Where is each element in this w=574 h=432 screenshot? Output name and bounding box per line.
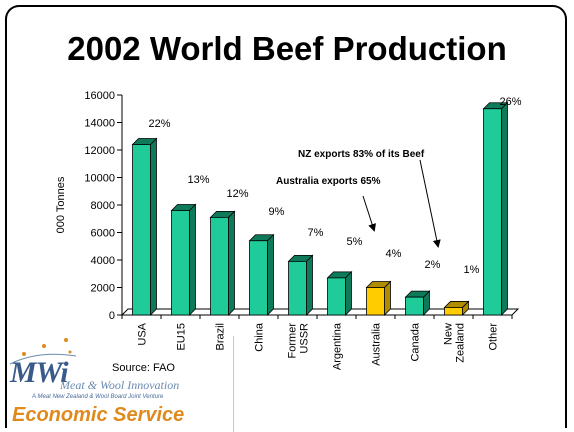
percent-label: 13%	[187, 174, 209, 186]
y-tick-label: 2000	[91, 283, 115, 295]
bar-usa	[131, 137, 158, 316]
x-tick-label: EU15	[176, 323, 188, 351]
logo-name: Meat & Wool Innovation	[60, 378, 180, 392]
logo-service: Economic Service	[12, 404, 185, 426]
bar-front	[444, 307, 463, 316]
y-tick-label: 8000	[91, 200, 115, 212]
annotation-arrow	[362, 195, 376, 232]
bar-new-zealand	[443, 300, 470, 316]
percent-label: 4%	[386, 248, 402, 260]
x-tick-label: China	[254, 322, 266, 352]
source-note: Source: FAO	[112, 362, 175, 374]
x-tick-label: Argentina	[332, 322, 344, 370]
bar-side	[150, 137, 157, 316]
chart-labels: USA EU15 Brazil China Former USSR Argentina Aus…	[137, 96, 522, 370]
bar-brazil	[209, 210, 236, 316]
bar-former-ussr	[287, 254, 314, 316]
x-tick-label: New	[443, 323, 455, 345]
bar-side	[267, 233, 274, 316]
bar-side	[345, 270, 352, 316]
percent-label: 9%	[269, 206, 285, 218]
bar-front	[132, 144, 151, 316]
bar-front	[327, 277, 346, 316]
y-tick-label: 10000	[84, 173, 115, 185]
bar-australia	[365, 280, 392, 316]
x-tick-label: USA	[137, 322, 149, 345]
bar-front	[210, 216, 229, 316]
chart-axes: 0 2000 4000 6000 8000 10000 12000 14000 16000 000…	[55, 90, 520, 322]
percent-label: 1%	[464, 264, 480, 276]
percent-label: 26%	[499, 96, 521, 108]
percent-label: 5%	[347, 236, 363, 248]
bar-side	[501, 101, 508, 316]
chart-annotations: NZ exports 83% of its Beef Australia expo…	[276, 149, 441, 248]
bar-front	[288, 260, 307, 316]
y-tick-label: 0	[109, 310, 115, 322]
y-axis-label: 000 Tonnes	[55, 176, 67, 233]
bar-eu15	[170, 203, 197, 316]
y-tick-label: 12000	[84, 145, 115, 157]
bar-china	[248, 233, 275, 316]
x-tick-label: Other	[488, 323, 500, 351]
bar-side	[189, 203, 196, 316]
bar-canada	[404, 290, 431, 316]
percent-label: 2%	[425, 259, 441, 271]
x-tick-label: Former	[287, 323, 299, 359]
bar-side	[306, 254, 313, 316]
bar-front	[366, 287, 385, 316]
percent-label: 22%	[148, 118, 170, 130]
annotation-text: NZ exports 83% of its Beef	[298, 149, 425, 160]
x-tick-label: Canada	[410, 322, 422, 361]
bar-argentina	[326, 270, 353, 316]
bar-front	[405, 296, 424, 316]
x-tick-label: Australia	[371, 322, 383, 366]
annotation-arrow	[419, 159, 441, 248]
x-tick-label: Brazil	[215, 323, 227, 351]
bar-front	[171, 210, 190, 316]
y-tick-label: 4000	[91, 255, 115, 267]
slide-frame	[5, 5, 567, 428]
logo-dots-icon	[9, 338, 77, 365]
mwi-logo: MWi Meat & Wool Innovation A Meat New Ze…	[4, 336, 240, 432]
chart-title: 2002 World Beef Production	[67, 30, 507, 67]
bar-front	[483, 108, 502, 316]
y-tick-label: 16000	[84, 90, 115, 102]
y-tick-label: 14000	[84, 118, 115, 130]
percent-label: 12%	[226, 188, 248, 200]
logo-mark: MWi	[10, 356, 69, 389]
x-tick-label: Zealand	[455, 323, 467, 363]
y-tick-label: 6000	[91, 228, 115, 240]
x-tick-label: USSR	[299, 323, 311, 354]
bar-other	[482, 101, 509, 316]
logo-tagline: A Meat New Zealand & Wool Board Joint Ve…	[32, 394, 164, 400]
logo-divider	[233, 336, 234, 432]
annotation-text: Australia exports 65%	[276, 176, 381, 187]
chart-bars	[131, 101, 509, 316]
bar-side	[228, 210, 235, 316]
percent-label: 7%	[308, 227, 324, 239]
bar-front	[249, 240, 268, 316]
